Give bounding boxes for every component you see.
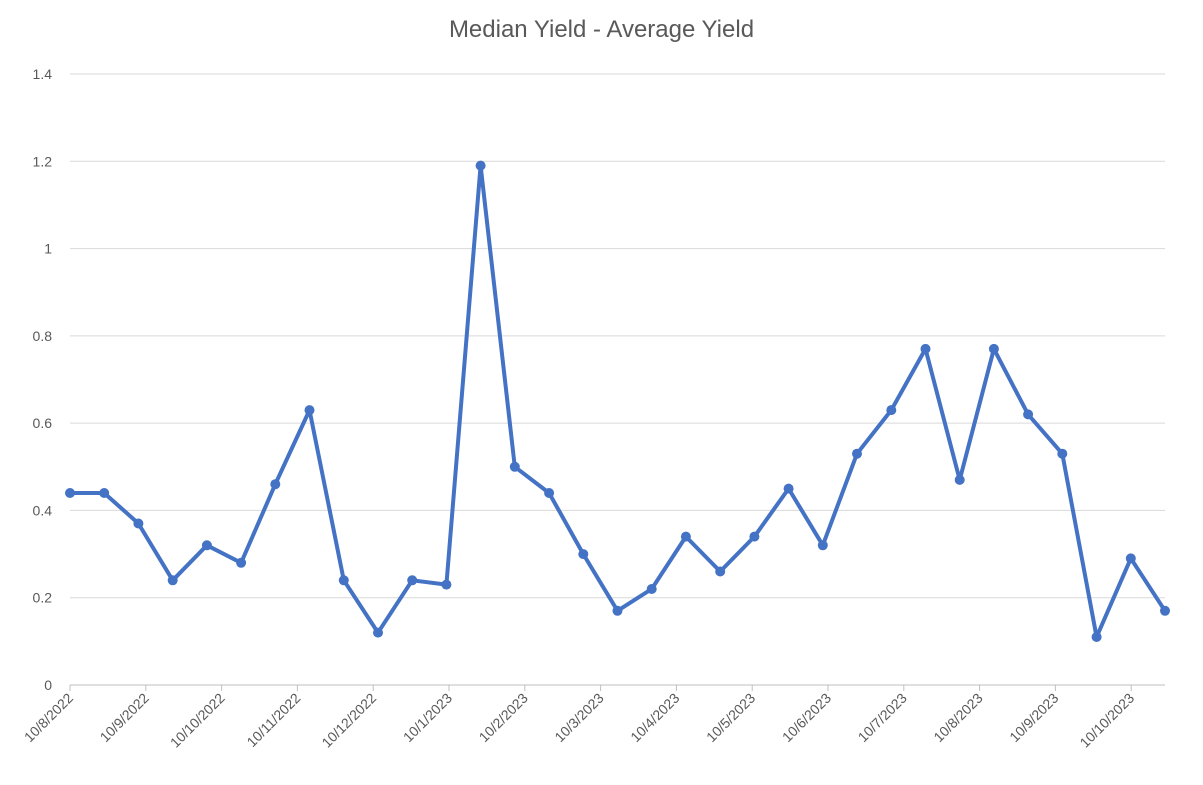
data-point bbox=[407, 575, 418, 586]
x-tick-label: 10/12/2022 bbox=[318, 690, 379, 751]
data-point bbox=[1023, 409, 1034, 420]
data-point bbox=[544, 488, 555, 498]
data-point bbox=[578, 549, 589, 560]
data-point bbox=[65, 488, 75, 498]
x-tick-label: 10/9/2023 bbox=[1006, 690, 1062, 746]
x-tick-label: 10/7/2023 bbox=[855, 690, 911, 746]
data-point bbox=[988, 343, 999, 354]
y-tick-label: 0.2 bbox=[33, 590, 53, 606]
data-point bbox=[715, 566, 726, 577]
data-point bbox=[167, 575, 178, 586]
chart-title: Median Yield - Average Yield bbox=[448, 16, 755, 43]
x-tick-label: 10/10/2023 bbox=[1076, 690, 1137, 751]
data-point bbox=[441, 579, 452, 590]
x-tick-label: 10/9/2022 bbox=[97, 690, 153, 746]
y-tick-label: 1.2 bbox=[33, 153, 53, 169]
y-tick-label: 1.4 bbox=[33, 66, 53, 82]
data-point bbox=[954, 474, 965, 485]
data-point bbox=[680, 531, 691, 542]
y-tick-label: 0 bbox=[44, 677, 52, 693]
series-line bbox=[70, 163, 1167, 639]
data-point bbox=[201, 540, 212, 551]
data-point bbox=[646, 584, 657, 594]
data-point bbox=[612, 605, 623, 616]
y-tick-label: 0.8 bbox=[33, 328, 53, 344]
x-tick-label: 10/8/2022 bbox=[21, 690, 77, 746]
data-point bbox=[783, 483, 794, 494]
data-point bbox=[338, 575, 349, 586]
data-point bbox=[852, 448, 862, 459]
y-tick-label: 0.4 bbox=[33, 502, 53, 518]
data-point bbox=[304, 405, 315, 416]
x-tick-label: 10/5/2023 bbox=[703, 690, 759, 746]
data-point bbox=[475, 160, 486, 171]
y-tick-label: 0.6 bbox=[33, 415, 53, 431]
data-point bbox=[1125, 553, 1136, 564]
data-point bbox=[236, 557, 247, 568]
data-point bbox=[1057, 448, 1068, 459]
data-point bbox=[817, 540, 828, 551]
data-point bbox=[920, 343, 931, 354]
x-tick-label: 10/11/2022 bbox=[243, 690, 303, 750]
x-tick-label: 10/8/2023 bbox=[930, 690, 986, 746]
x-tick-label: 10/10/2022 bbox=[167, 690, 228, 751]
x-tick-label: 10/3/2023 bbox=[551, 690, 607, 746]
data-point bbox=[1160, 605, 1170, 616]
x-tick-label: 10/1/2023 bbox=[400, 690, 456, 746]
x-tick-label: 10/2/2023 bbox=[476, 690, 532, 746]
y-tick-label: 1 bbox=[44, 241, 52, 257]
data-point bbox=[886, 405, 897, 416]
data-point bbox=[509, 461, 520, 472]
data-point bbox=[99, 488, 110, 498]
data-point bbox=[749, 531, 760, 542]
data-point bbox=[270, 479, 281, 490]
data-point bbox=[133, 518, 144, 529]
x-tick-label: 10/6/2023 bbox=[779, 690, 835, 746]
data-point bbox=[373, 627, 383, 638]
x-tick-label: 10/4/2023 bbox=[627, 690, 683, 746]
data-point bbox=[1091, 632, 1102, 642]
